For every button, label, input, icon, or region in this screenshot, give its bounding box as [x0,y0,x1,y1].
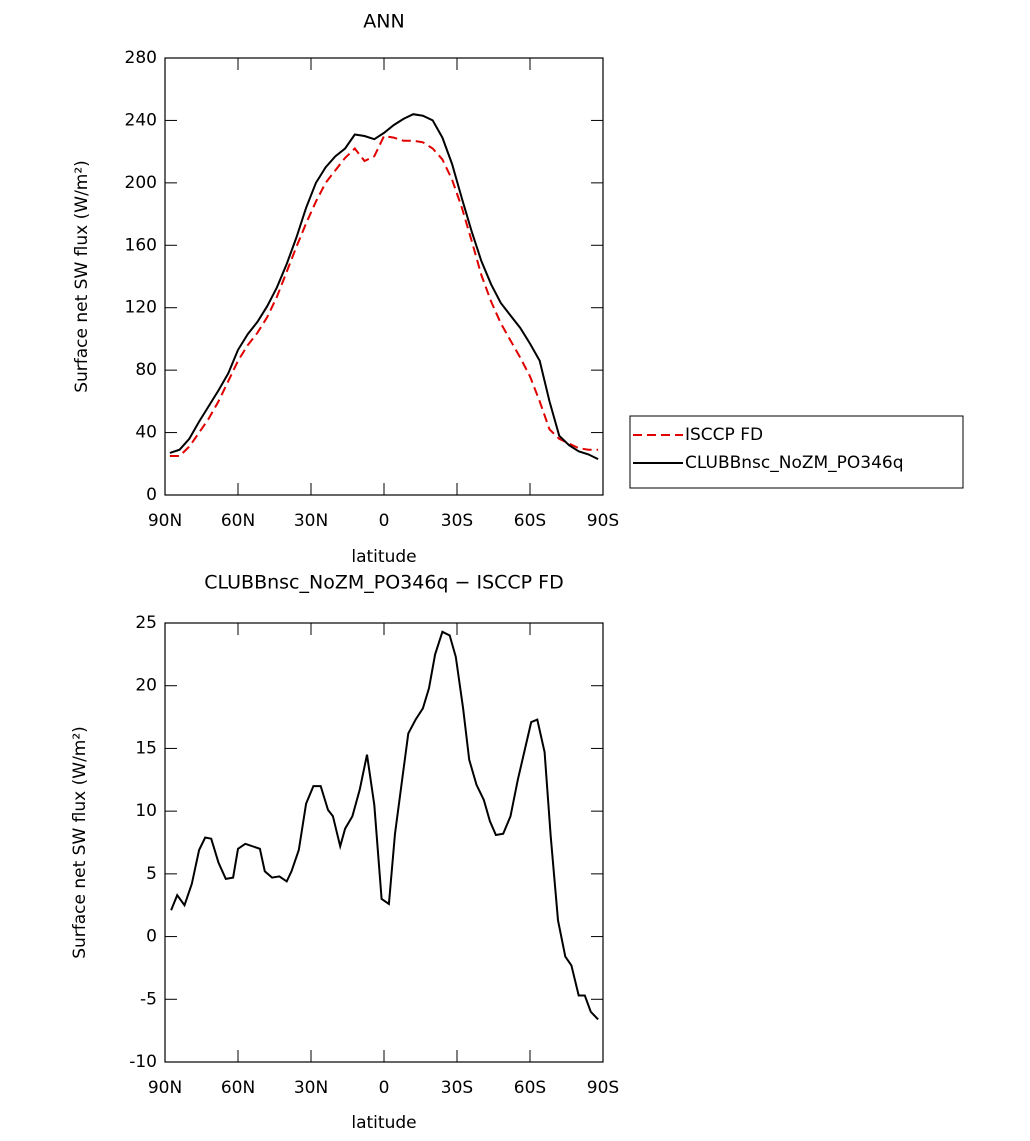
x-tick-label: 90S [587,511,619,531]
y-tick-label: 40 [135,423,157,443]
plot-frame [164,622,604,1063]
y-tick-label: -5 [140,989,157,1009]
y-tick-label: 15 [135,738,157,758]
y-tick-label: 20 [135,676,157,696]
x-tick-label: 60S [514,511,546,531]
legend-label: CLUBBnsc_NoZM_PO346q [685,453,904,473]
chart-title: CLUBBnsc_NoZM_PO346q − ISCCP FD [204,572,564,594]
y-tick-label: 10 [135,801,157,821]
y-tick-label: 160 [125,235,157,255]
chart-title: ANN [363,11,404,33]
y-tick-label: 0 [146,485,157,505]
y-tick-label: 5 [146,864,157,884]
y-tick-label: 80 [135,360,157,380]
x-tick-label: 30N [294,511,328,531]
y-tick-label: 0 [146,927,157,947]
data-line [170,630,599,1021]
x-tick-label: 0 [379,511,390,531]
y-axis-label: Surface net SW flux (W/m²) [70,726,90,959]
x-tick-label: 30S [441,511,473,531]
legend-box [629,415,964,489]
x-tick-label: 60S [514,1078,546,1098]
x-axis-label: latitude [351,1113,416,1133]
y-tick-label: 200 [125,173,157,193]
x-tick-label: 90N [148,1078,182,1098]
plot-frame [164,57,604,496]
x-tick-label: 0 [379,1078,390,1098]
y-tick-label: 120 [125,298,157,318]
x-tick-label: 90N [148,511,182,531]
y-tick-label: 280 [125,48,157,68]
x-tick-label: 60N [221,1078,255,1098]
legend-label: ISCCP FD [685,425,763,445]
x-tick-label: 30N [294,1078,328,1098]
y-tick-label: -10 [129,1052,157,1072]
data-line [169,134,599,457]
y-axis-label: Surface net SW flux (W/m²) [72,160,92,393]
x-axis-label: latitude [351,547,416,567]
x-tick-label: 90S [587,1078,619,1098]
x-tick-label: 30S [441,1078,473,1098]
y-tick-label: 240 [125,110,157,130]
x-tick-label: 60N [221,511,255,531]
data-line [169,113,599,460]
y-tick-label: 25 [135,613,157,633]
